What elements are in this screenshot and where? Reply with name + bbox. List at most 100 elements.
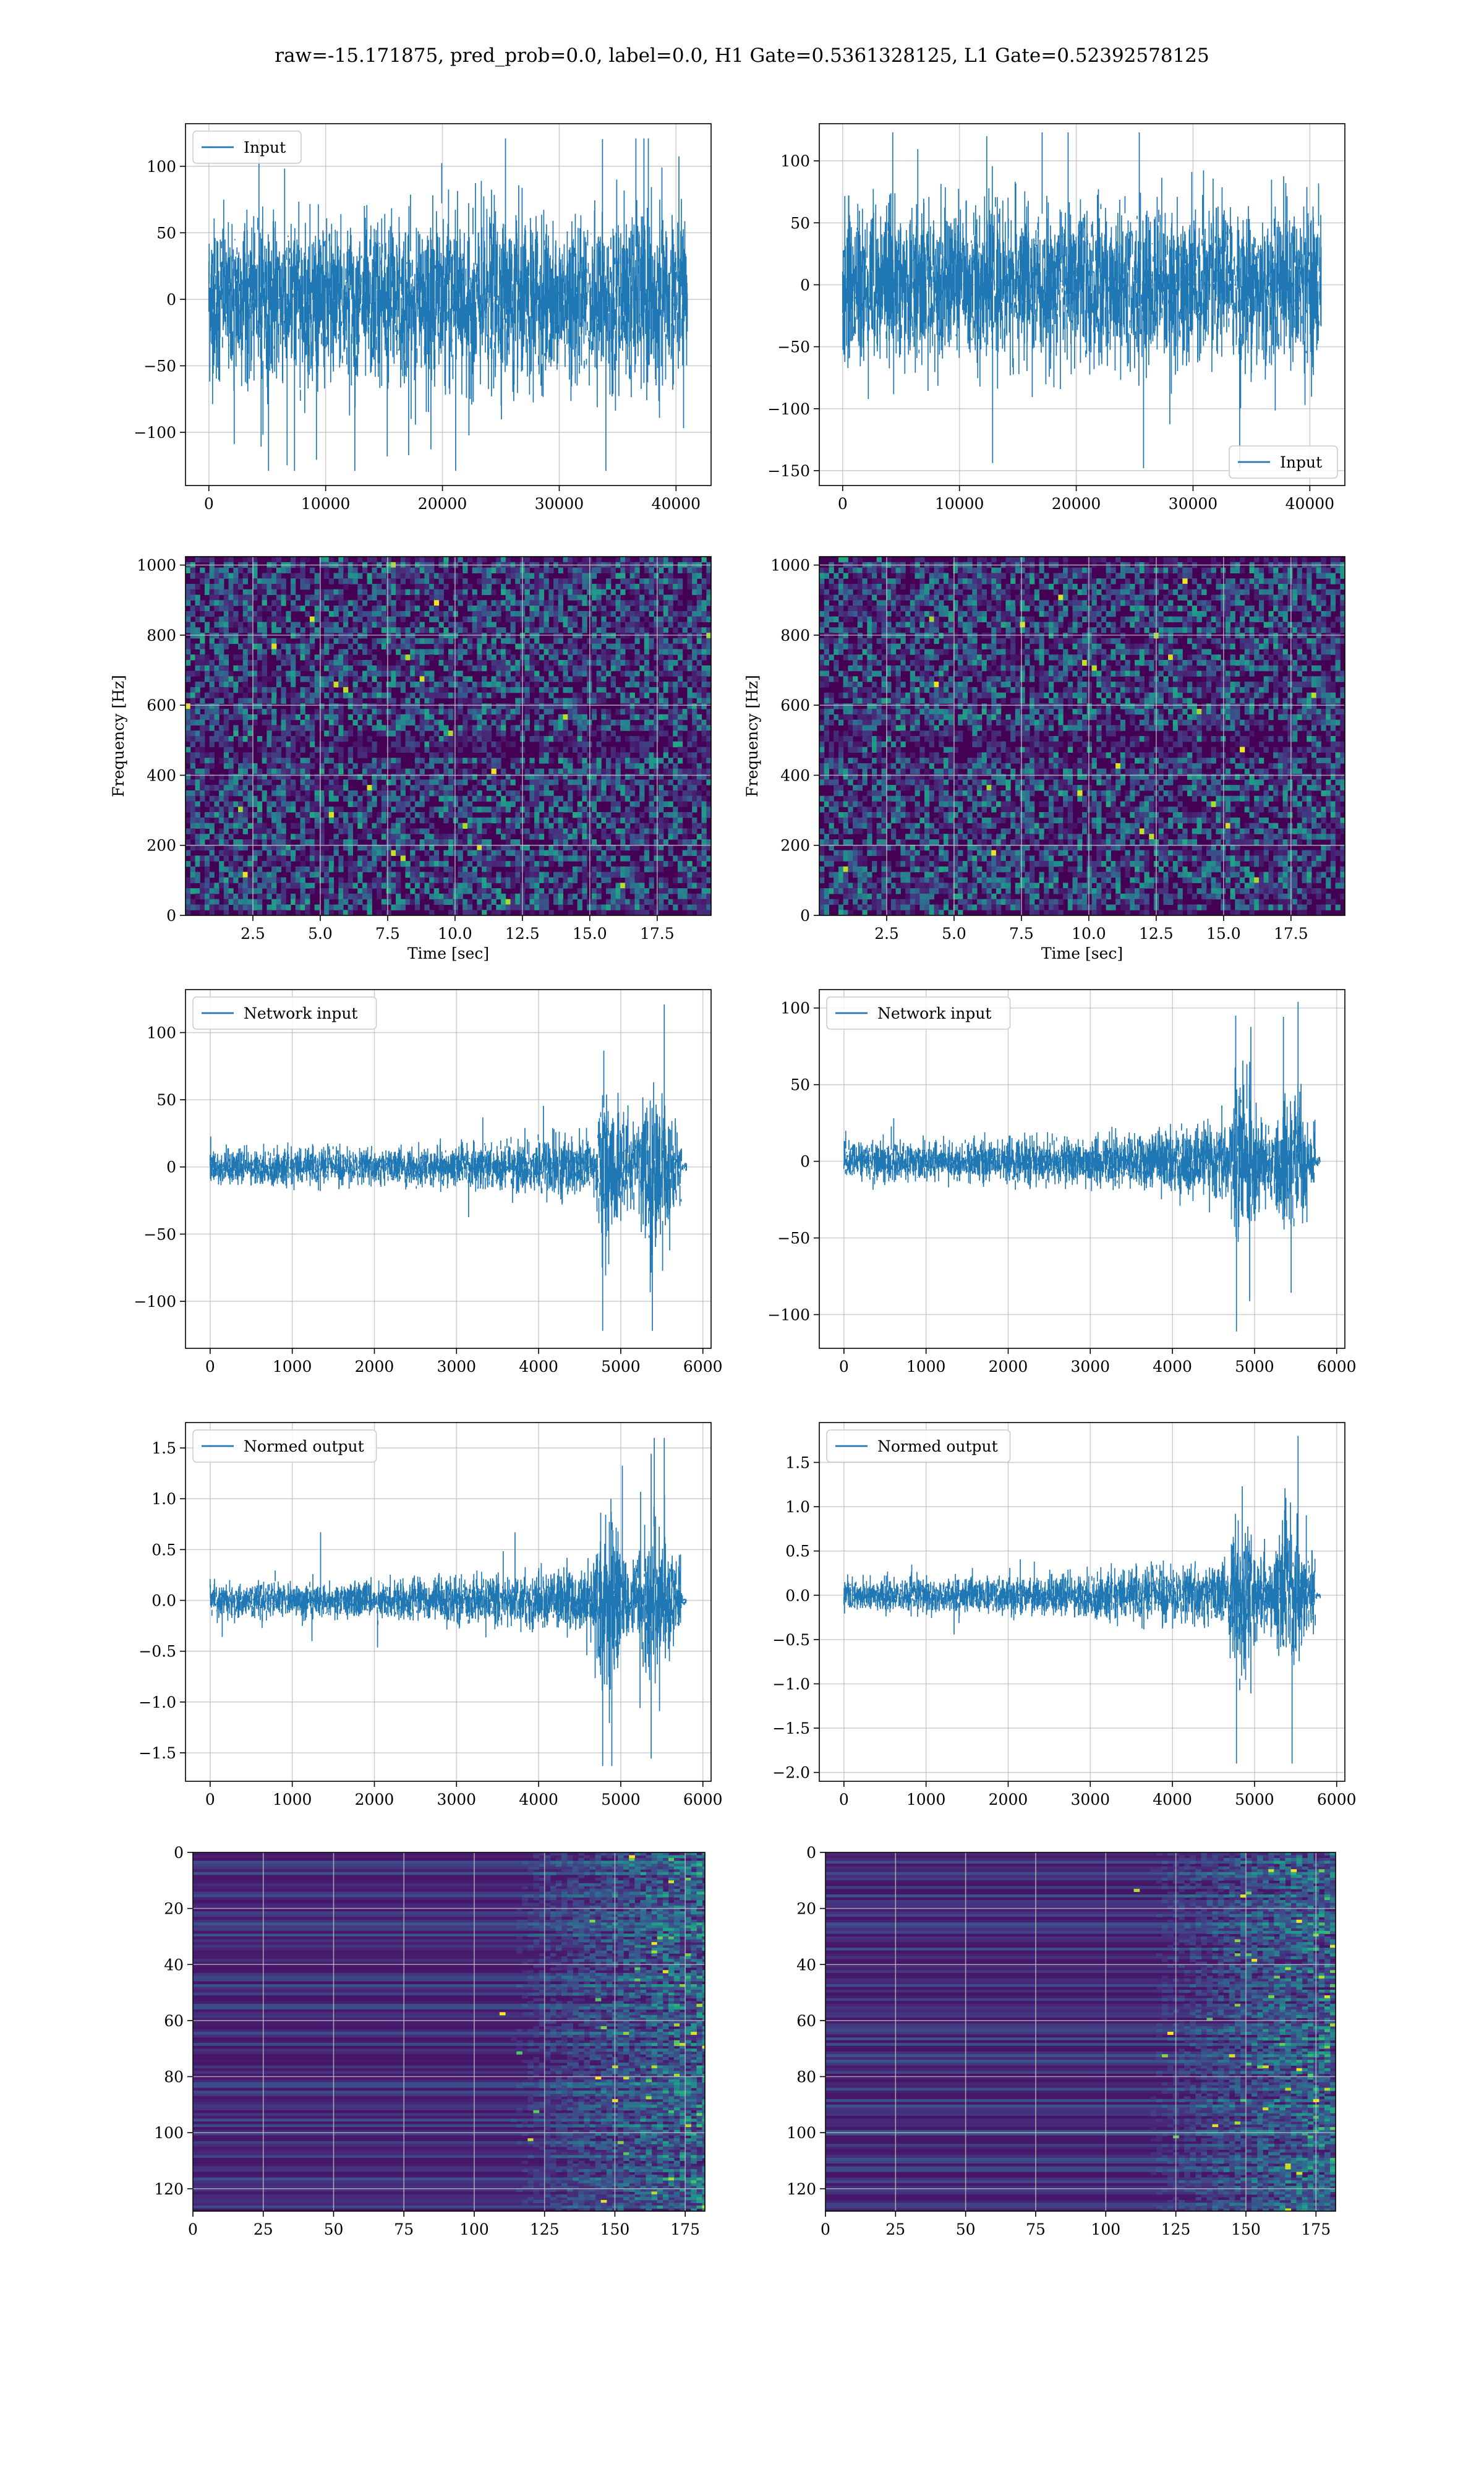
x-tick-label: 0 bbox=[188, 2220, 198, 2238]
y-tick-label: −1.5 bbox=[139, 1744, 176, 1762]
y-tick-label: 600 bbox=[780, 696, 810, 714]
x-tick-label: 7.5 bbox=[1009, 925, 1034, 943]
x-tick-label: 25 bbox=[254, 2220, 273, 2238]
x-tick-label: 100 bbox=[459, 2220, 489, 2238]
y-tick-label: 120 bbox=[787, 2180, 816, 2198]
x-tick-label: 25 bbox=[885, 2220, 905, 2238]
y-tick-label: 1000 bbox=[137, 557, 176, 575]
figure-title: raw=-15.171875, pred_prob=0.0, label=0.0… bbox=[275, 45, 1209, 67]
legend-box bbox=[192, 996, 377, 1030]
x-tick-label: 175 bbox=[670, 2220, 700, 2238]
x-tick-label: 5000 bbox=[601, 1791, 641, 1808]
axes-frame bbox=[185, 1422, 712, 1782]
y-tick-label: 1.0 bbox=[151, 1490, 176, 1508]
y-tick-label: 100 bbox=[154, 2124, 184, 2142]
x-tick-label: 6000 bbox=[683, 1358, 723, 1376]
subplot-normed-output-h1: 0 1000 2000 3000 4000 5000 6000 −1.5 −1.0 −0.5 0.0… bbox=[139, 1422, 723, 1808]
y-tick-label: 0 bbox=[806, 1844, 816, 1862]
y-tick-label: 0 bbox=[800, 907, 810, 925]
x-axis-label: Time [sec] bbox=[1041, 944, 1123, 962]
y-tick-label: 0.5 bbox=[785, 1543, 810, 1560]
x-tick-label: 12.5 bbox=[1139, 925, 1174, 943]
y-tick-label: −100 bbox=[767, 1306, 810, 1324]
axes-frame bbox=[185, 556, 712, 916]
subplot-feature-map-l1: 0 25 50 75 100 125 150 175 0 20 40 60 80 100 120 bbox=[787, 1844, 1336, 2238]
subplot-network-input-l1: 0 1000 2000 3000 4000 5000 6000 −100 −50 0 50 100 Ne… bbox=[767, 989, 1357, 1376]
y-tick-label: 400 bbox=[780, 766, 810, 784]
heatmap-cells bbox=[825, 1852, 1336, 2211]
x-tick-label: 10.0 bbox=[1072, 925, 1106, 943]
x-tick-label: 175 bbox=[1301, 2220, 1331, 2238]
x-tick-label: 125 bbox=[1161, 2220, 1191, 2238]
x-tick-label: 150 bbox=[1231, 2220, 1261, 2238]
x-tick-label: 0 bbox=[839, 1791, 849, 1808]
y-tick-label: −150 bbox=[767, 462, 810, 480]
y-tick-label: −1.5 bbox=[772, 1719, 810, 1737]
x-tick-label: 3000 bbox=[437, 1358, 476, 1376]
x-tick-label: 40000 bbox=[652, 495, 701, 513]
x-tick-label: 150 bbox=[600, 2220, 630, 2238]
y-tick-label: 0.0 bbox=[151, 1592, 176, 1610]
y-tick-label: −50 bbox=[777, 1230, 810, 1248]
y-tick-label: 80 bbox=[164, 2068, 184, 2086]
gridlines bbox=[186, 557, 711, 915]
legend-box bbox=[1229, 445, 1338, 479]
heatmap-cells bbox=[193, 1852, 705, 2211]
x-tick-label: 2000 bbox=[355, 1358, 394, 1376]
subplot-feature-map-h1: 0 25 50 75 100 125 150 175 0 20 40 60 80 100 120 bbox=[154, 1844, 706, 2238]
y-tick-label: 100 bbox=[147, 1024, 176, 1042]
y-tick-label: 200 bbox=[780, 837, 810, 855]
x-tick-label: 10000 bbox=[935, 495, 984, 513]
x-tick-label: 17.5 bbox=[640, 925, 675, 943]
x-tick-label: 15.0 bbox=[573, 925, 607, 943]
legend-box bbox=[826, 1429, 1011, 1463]
x-tick-label: 4000 bbox=[1153, 1358, 1192, 1376]
series-line bbox=[208, 138, 688, 471]
x-tick-label: 6000 bbox=[1317, 1358, 1357, 1376]
y-tick-label: 20 bbox=[164, 1900, 184, 1918]
y-tick-label: 40 bbox=[164, 1956, 184, 1974]
subplot-grid: 0 10000 20000 30000 40000−100−50050100Input0… bbox=[109, 123, 1357, 2238]
legend-label: Network input bbox=[244, 1004, 357, 1022]
x-tick-label: 5000 bbox=[1235, 1358, 1274, 1376]
x-tick-label: 5000 bbox=[601, 1358, 641, 1376]
y-tick-label: 0 bbox=[166, 291, 176, 309]
x-tick-label: 75 bbox=[1026, 2220, 1046, 2238]
x-tick-label: 4000 bbox=[519, 1358, 558, 1376]
x-tick-label: 20000 bbox=[1052, 495, 1101, 513]
x-tick-label: 3000 bbox=[437, 1791, 476, 1808]
y-tick-label: 50 bbox=[790, 1076, 810, 1094]
y-tick-label: 100 bbox=[787, 2124, 816, 2142]
y-tick-label: 600 bbox=[147, 696, 176, 714]
x-tick-label: 0 bbox=[205, 1791, 215, 1808]
y-tick-label: −2.0 bbox=[772, 1764, 810, 1782]
y-tick-label: 100 bbox=[780, 152, 810, 170]
y-tick-label: 1000 bbox=[770, 557, 810, 575]
y-tick-label: 0 bbox=[166, 907, 176, 925]
axes-frame bbox=[819, 556, 1345, 916]
x-tick-label: 15.0 bbox=[1206, 925, 1241, 943]
y-tick-label: 40 bbox=[796, 1956, 816, 1974]
y-tick-label: −100 bbox=[767, 400, 810, 418]
y-tick-label: 60 bbox=[164, 2012, 184, 2030]
x-tick-label: 2000 bbox=[355, 1791, 394, 1808]
legend: Network input bbox=[826, 996, 1011, 1030]
heatmap-cells bbox=[819, 557, 1345, 915]
legend-label: Normed output bbox=[877, 1437, 998, 1455]
y-tick-label: 0 bbox=[166, 1158, 176, 1176]
legend-label: Network input bbox=[877, 1004, 991, 1022]
y-tick-label: −50 bbox=[777, 338, 810, 356]
subplot-input-l1: 0 10000 20000 30000 40000 −150 −100 −50 0 50 100 In… bbox=[767, 123, 1345, 513]
y-tick-label: 100 bbox=[147, 158, 176, 176]
gridlines bbox=[819, 557, 1345, 915]
legend: Input bbox=[1229, 445, 1338, 479]
y-tick-label: −100 bbox=[134, 1293, 176, 1311]
x-tick-label: 7.5 bbox=[375, 925, 400, 943]
legend-label: Normed output bbox=[244, 1437, 364, 1455]
x-tick-label: 6000 bbox=[683, 1791, 723, 1808]
legend: Input bbox=[192, 131, 302, 164]
y-tick-label: −0.5 bbox=[139, 1643, 176, 1661]
axes-frame bbox=[192, 1852, 706, 2212]
axes-frame bbox=[819, 123, 1345, 486]
